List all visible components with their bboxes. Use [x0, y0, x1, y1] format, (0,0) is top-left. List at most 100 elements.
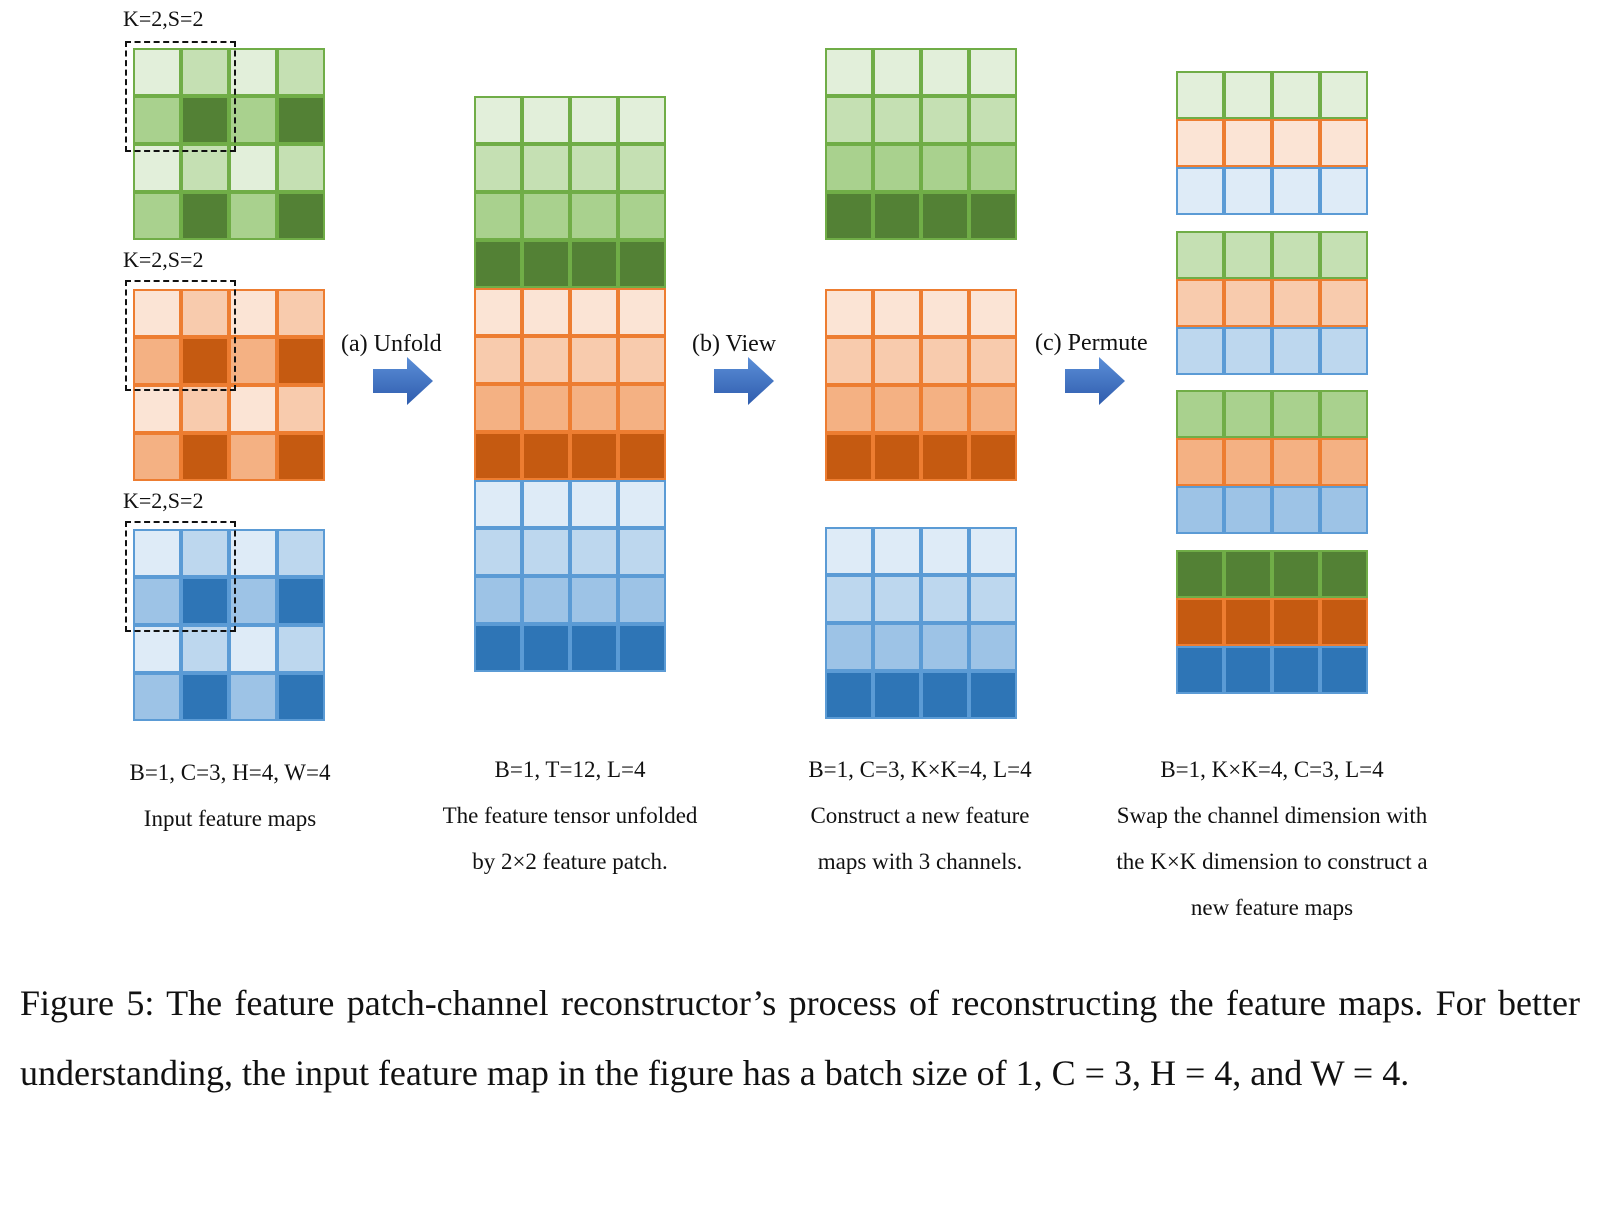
input-grid-orange	[133, 289, 325, 481]
grid-cell	[1272, 486, 1320, 534]
permute-desc-line3: new feature maps	[1190, 895, 1354, 920]
grid-cell	[825, 385, 873, 433]
permute-desc-line1: Swap the channel dimension with	[1116, 803, 1428, 828]
permute-label: (c) Permute	[1035, 330, 1148, 356]
grid-cell	[1320, 598, 1368, 646]
grid-cell	[474, 336, 522, 384]
grid-cell	[133, 577, 181, 625]
grid-cell	[969, 192, 1017, 240]
grid-cell	[133, 673, 181, 721]
grid-cell	[921, 96, 969, 144]
grid-cell	[277, 192, 325, 240]
grid-cell	[1224, 71, 1272, 119]
grid-cell	[825, 575, 873, 623]
grid-cell	[229, 625, 277, 673]
grid-cell	[969, 623, 1017, 671]
grid-cell	[1224, 550, 1272, 598]
grid-cell	[522, 432, 570, 480]
grid-cell	[229, 433, 277, 481]
grid-cell	[873, 144, 921, 192]
grid-cell	[181, 529, 229, 577]
grid-cell	[1272, 550, 1320, 598]
grid-cell	[618, 384, 666, 432]
grid-cell	[1176, 390, 1224, 438]
grid-cell	[921, 433, 969, 481]
grid-cell	[969, 575, 1017, 623]
view-grid-orange	[825, 289, 1017, 481]
grid-cell	[1272, 167, 1320, 215]
grid-cell	[474, 144, 522, 192]
grid-cell	[921, 385, 969, 433]
grid-cell	[1320, 438, 1368, 486]
grid-cell	[570, 576, 618, 624]
grid-cell	[522, 96, 570, 144]
grid-cell	[618, 240, 666, 288]
grid-cell	[1272, 327, 1320, 375]
grid-cell	[1176, 438, 1224, 486]
grid-cell	[825, 96, 873, 144]
grid-cell	[1224, 119, 1272, 167]
unfold-label: (a) Unfold	[341, 331, 442, 357]
grid-cell	[1320, 231, 1368, 279]
grid-cell	[570, 96, 618, 144]
grid-cell	[921, 623, 969, 671]
grid-cell	[618, 288, 666, 336]
grid-cell	[474, 432, 522, 480]
grid-cell	[825, 671, 873, 719]
grid-cell	[969, 433, 1017, 481]
grid-cell	[1272, 598, 1320, 646]
unfolded-tensor-grid	[474, 96, 666, 672]
grid-cell	[1224, 327, 1272, 375]
grid-cell	[1272, 279, 1320, 327]
grid-cell	[1176, 646, 1224, 694]
grid-cell	[181, 625, 229, 673]
grid-cell	[133, 385, 181, 433]
grid-cell	[474, 96, 522, 144]
grid-cell	[1320, 486, 1368, 534]
grid-cell	[618, 576, 666, 624]
grid-cell	[277, 337, 325, 385]
view-desc-line2: maps with 3 channels.	[817, 849, 1023, 874]
grid-cell	[873, 192, 921, 240]
grid-cell	[1224, 231, 1272, 279]
grid-cell	[921, 337, 969, 385]
grid-cell	[873, 337, 921, 385]
grid-cell	[474, 384, 522, 432]
grid-cell	[969, 144, 1017, 192]
grid-cell	[618, 144, 666, 192]
grid-cell	[181, 96, 229, 144]
grid-cell	[1176, 119, 1224, 167]
grid-cell	[133, 529, 181, 577]
grid-cell	[474, 288, 522, 336]
grid-cell	[133, 289, 181, 337]
grid-cell	[229, 96, 277, 144]
grid-cell	[825, 527, 873, 575]
kernel-window-green	[125, 41, 236, 152]
grid-cell	[229, 529, 277, 577]
grid-cell	[921, 671, 969, 719]
grid-cell	[133, 192, 181, 240]
grid-cell	[277, 96, 325, 144]
grid-cell	[277, 625, 325, 673]
grid-cell	[1272, 71, 1320, 119]
permute-grid-2	[1176, 231, 1368, 375]
grid-cell	[873, 289, 921, 337]
grid-cell	[1272, 119, 1320, 167]
grid-cell	[277, 289, 325, 337]
grid-cell	[229, 385, 277, 433]
grid-cell	[277, 433, 325, 481]
grid-cell	[522, 192, 570, 240]
grid-cell	[229, 577, 277, 625]
permute-grid-4	[1176, 550, 1368, 694]
grid-cell	[1320, 327, 1368, 375]
grid-cell	[618, 624, 666, 672]
grid-cell	[229, 289, 277, 337]
input-grid-green	[133, 48, 325, 240]
grid-cell	[921, 48, 969, 96]
grid-cell	[1224, 167, 1272, 215]
grid-cell	[570, 336, 618, 384]
grid-cell	[873, 433, 921, 481]
grid-cell	[873, 623, 921, 671]
kernel-label-orange: K=2,S=2	[123, 247, 204, 272]
grid-cell	[570, 288, 618, 336]
